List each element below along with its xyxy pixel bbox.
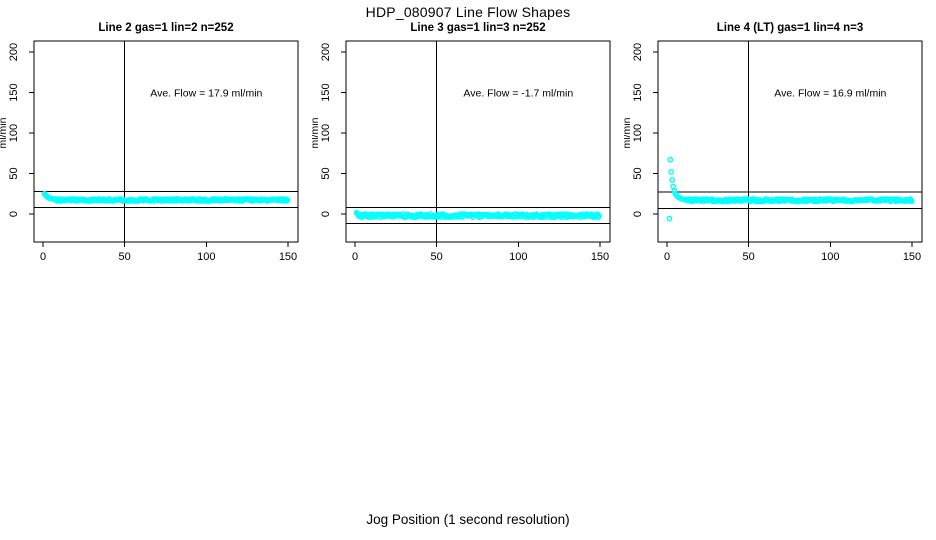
data-point <box>284 197 291 203</box>
x-tick-label: 50 <box>743 251 755 263</box>
flow-panel-3: Line 4 (LT) gas=1 lin=4 n=3 0 50 100 150 0 50 1… <box>624 22 923 263</box>
y-tick-label: 200 <box>320 43 332 61</box>
ave-flow-annotation: Ave. Flow = -1.7 ml/min <box>463 88 573 100</box>
y-axis-title: ml/min <box>624 117 633 148</box>
x-tick-label: 150 <box>903 251 921 263</box>
y-tick-label: 100 <box>632 124 644 142</box>
x-tick-label: 150 <box>279 251 297 263</box>
x-tick-label: 50 <box>119 251 131 263</box>
y-tick-label: 200 <box>8 43 20 61</box>
y-tick-label: 0 <box>632 211 644 217</box>
x-tick-label: 150 <box>591 251 609 263</box>
flow-panel-1: Line 2 gas=1 lin=2 n=252 0 50 100 150 0 50 100 1… <box>0 22 299 263</box>
x-tick-label: 0 <box>352 251 358 263</box>
y-tick-label: 50 <box>8 167 20 179</box>
figure-title: HDP_080907 Line Flow Shapes <box>365 4 571 20</box>
panels-row: Line 2 gas=1 lin=2 n=252 0 50 100 150 0 50 100 1… <box>0 22 923 263</box>
y-tick-label: 200 <box>632 43 644 61</box>
y-tick-label: 100 <box>8 124 20 142</box>
data-point <box>668 168 675 175</box>
x-tick-label: 0 <box>40 251 46 263</box>
panel-title: Line 4 (LT) gas=1 lin=4 n=3 <box>717 22 863 34</box>
data-point <box>667 156 674 163</box>
plot-box <box>345 40 611 243</box>
x-tick-label: 0 <box>664 251 670 263</box>
data-point <box>669 177 676 183</box>
data-point <box>908 198 915 205</box>
y-tick-label: 150 <box>632 83 644 101</box>
y-tick-label: 150 <box>320 83 332 101</box>
x-tick-label: 100 <box>821 251 839 263</box>
y-tick-label: 50 <box>632 167 644 179</box>
y-axis-title: ml/min <box>0 117 9 148</box>
y-tick-label: 100 <box>320 124 332 142</box>
x-tick-label: 100 <box>509 251 527 263</box>
ave-flow-annotation: Ave. Flow = 16.9 ml/min <box>774 88 886 100</box>
x-tick-label: 100 <box>197 251 215 263</box>
data-point <box>283 198 290 204</box>
plot-box <box>657 40 923 243</box>
y-tick-label: 50 <box>320 167 332 179</box>
y-tick-label: 150 <box>8 83 20 101</box>
plot-box <box>33 40 299 243</box>
data-series <box>41 190 291 204</box>
data-point <box>666 215 673 222</box>
data-point <box>596 212 603 219</box>
y-tick-label: 0 <box>8 211 20 217</box>
ave-flow-annotation: Ave. Flow = 17.9 ml/min <box>150 88 262 100</box>
data-point <box>671 187 678 194</box>
panel-title: Line 2 gas=1 lin=2 n=252 <box>98 22 233 34</box>
x-tick-label: 50 <box>431 251 443 263</box>
data-series <box>353 209 603 221</box>
panel-title: Line 3 gas=1 lin=3 n=252 <box>410 22 545 34</box>
y-axis-title: ml/min <box>312 117 321 148</box>
flow-panel-2: Line 3 gas=1 lin=3 n=252 0 50 100 150 0 50 100 1… <box>312 22 611 263</box>
data-series <box>666 156 915 222</box>
x-axis-label: Jog Position (1 second resolution) <box>366 512 570 527</box>
y-tick-label: 0 <box>320 211 332 217</box>
